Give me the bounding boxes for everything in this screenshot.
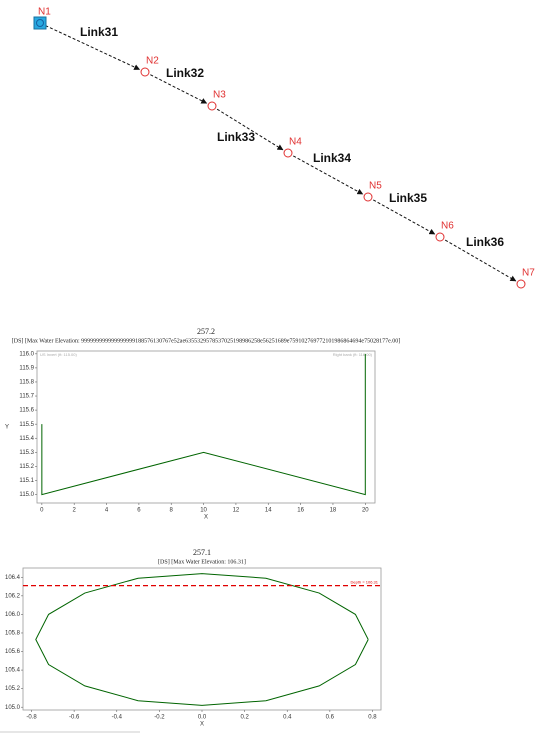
corner-label: Right bank (ft: 116.00) [333, 352, 373, 357]
y-tick-label: 115.9 [19, 365, 34, 371]
node [36, 19, 44, 27]
outfall-node [33, 16, 47, 30]
link-label: Link34 [313, 151, 351, 165]
link [216, 108, 284, 151]
x-tick-label: 20 [362, 508, 369, 514]
y-tick-label: 105.8 [5, 631, 21, 637]
link-label: Link35 [389, 191, 427, 205]
y-tick-label: 106.2 [5, 593, 21, 599]
x-tick-label: 10 [200, 508, 207, 514]
link [444, 239, 517, 282]
y-tick-label: 115.2 [19, 464, 34, 470]
x-tick-label: 18 [330, 508, 337, 514]
x-tick-label: 16 [297, 508, 304, 514]
x-tick-label: 8 [170, 508, 174, 514]
corner-label: US Invert (ft: 115.00) [40, 352, 77, 357]
y-tick-label: 115.3 [19, 450, 34, 456]
x-tick-label: 0.8 [368, 715, 377, 721]
x-tick-label: 0.4 [283, 715, 292, 721]
y-tick-label: 115.6 [19, 408, 34, 414]
chart-subtitle: [DS] [Max Water Elevation: 106.31] [158, 559, 246, 565]
node-label: N5 [369, 181, 382, 192]
x-tick-label: -0.2 [154, 715, 165, 721]
x-tick-label: -0.6 [69, 715, 80, 721]
y-tick-label: 106.0 [5, 612, 21, 618]
link [373, 199, 436, 235]
y-tick-label: 115.8 [19, 380, 34, 386]
water-level-label: Depth = 106.31 [351, 580, 379, 585]
y-tick-label: 105.4 [5, 668, 21, 674]
y-tick-label: 115.5 [19, 422, 34, 428]
link [45, 25, 141, 70]
x-tick-label: 2 [73, 508, 77, 514]
y-tick-label: 115.1 [19, 478, 34, 484]
x-tick-label: 4 [105, 508, 109, 514]
x-tick-label: 12 [233, 508, 240, 514]
profile-line [35, 573, 369, 706]
x-tick-label: -0.4 [112, 715, 123, 721]
chart-subtitle: [DS] [Max Water Elevation: 9999999999999… [12, 338, 401, 344]
y-tick-label: 105.0 [5, 705, 21, 711]
y-tick-label: 115.4 [19, 436, 34, 442]
link-label: Link33 [217, 130, 255, 144]
x-tick-label: 6 [137, 508, 141, 514]
node-label: N1 [38, 7, 51, 18]
x-axis-label: X [204, 515, 208, 521]
node-label: N4 [289, 137, 302, 148]
chart-title: 257.2 [197, 327, 215, 336]
x-tick-label: 0.2 [240, 715, 249, 721]
y-tick-label: 115.0 [19, 492, 34, 498]
node [363, 192, 373, 202]
link-label: Link31 [80, 25, 118, 39]
chart-title: 257.1 [193, 548, 211, 557]
node-label: N7 [522, 268, 535, 279]
x-tick-label: 0 [40, 508, 44, 514]
y-tick-label: 115.7 [19, 394, 34, 400]
node [140, 67, 150, 77]
node [283, 148, 293, 158]
link [150, 74, 208, 104]
node-label: N6 [441, 221, 454, 232]
y-axis-label: Y [5, 425, 9, 431]
profile-line [41, 353, 366, 496]
link-label: Link36 [466, 235, 504, 249]
node [516, 279, 526, 289]
link [293, 155, 364, 195]
y-tick-label: 105.6 [5, 649, 21, 655]
node-label: N2 [146, 56, 159, 67]
x-axis-label: X [200, 722, 204, 728]
node [435, 232, 445, 242]
x-tick-label: -0.8 [26, 715, 37, 721]
node [207, 101, 217, 111]
link-label: Link32 [166, 66, 204, 80]
x-tick-label: 0.6 [326, 715, 335, 721]
y-tick-label: 105.2 [5, 686, 21, 692]
y-tick-label: 106.4 [5, 575, 21, 581]
plot-area [36, 350, 376, 504]
node-label: N3 [213, 90, 226, 101]
y-tick-label: 116.0 [19, 351, 34, 357]
x-tick-label: 14 [265, 508, 272, 514]
plot-area [22, 567, 382, 711]
x-tick-label: 0.0 [198, 715, 207, 721]
